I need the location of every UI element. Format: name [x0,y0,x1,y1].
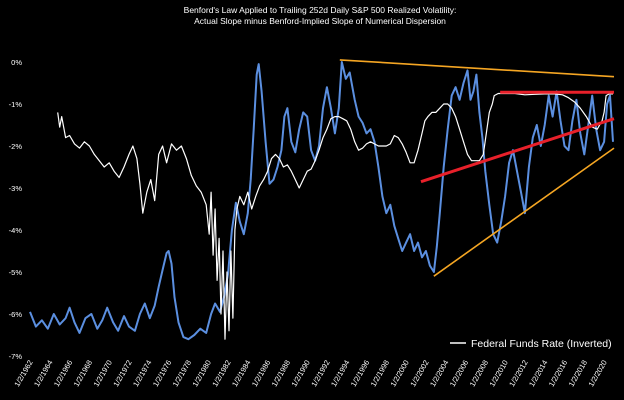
y-tick-label: -1% [9,100,23,109]
series-line-blue [29,61,614,341]
y-axis-tick-labels: 0% -1% -2% -3% -4% -5% -6% -7% [9,58,23,361]
legend: Federal Funds Rate (Inverted) [450,338,612,350]
plot-area [29,59,615,341]
series-line-fed-funds [57,92,613,340]
legend-label-fed-funds: Federal Funds Rate (Inverted) [471,338,612,350]
chart-title-line-2: Actual Slope minus Benford-Implied Slope… [194,16,446,26]
y-tick-label: -7% [9,352,23,361]
y-tick-label: 0% [11,58,22,67]
trendline [420,117,615,184]
y-tick-label: -3% [9,184,23,193]
y-tick-label: -6% [9,310,23,319]
y-tick-label: -4% [9,226,23,235]
trendline [339,59,615,78]
y-tick-label: -2% [9,142,23,151]
trendline [433,147,615,277]
chart-title-line-1: Benford's Law Applied to Trailing 252d D… [184,5,457,15]
y-tick-label: -5% [9,268,23,277]
